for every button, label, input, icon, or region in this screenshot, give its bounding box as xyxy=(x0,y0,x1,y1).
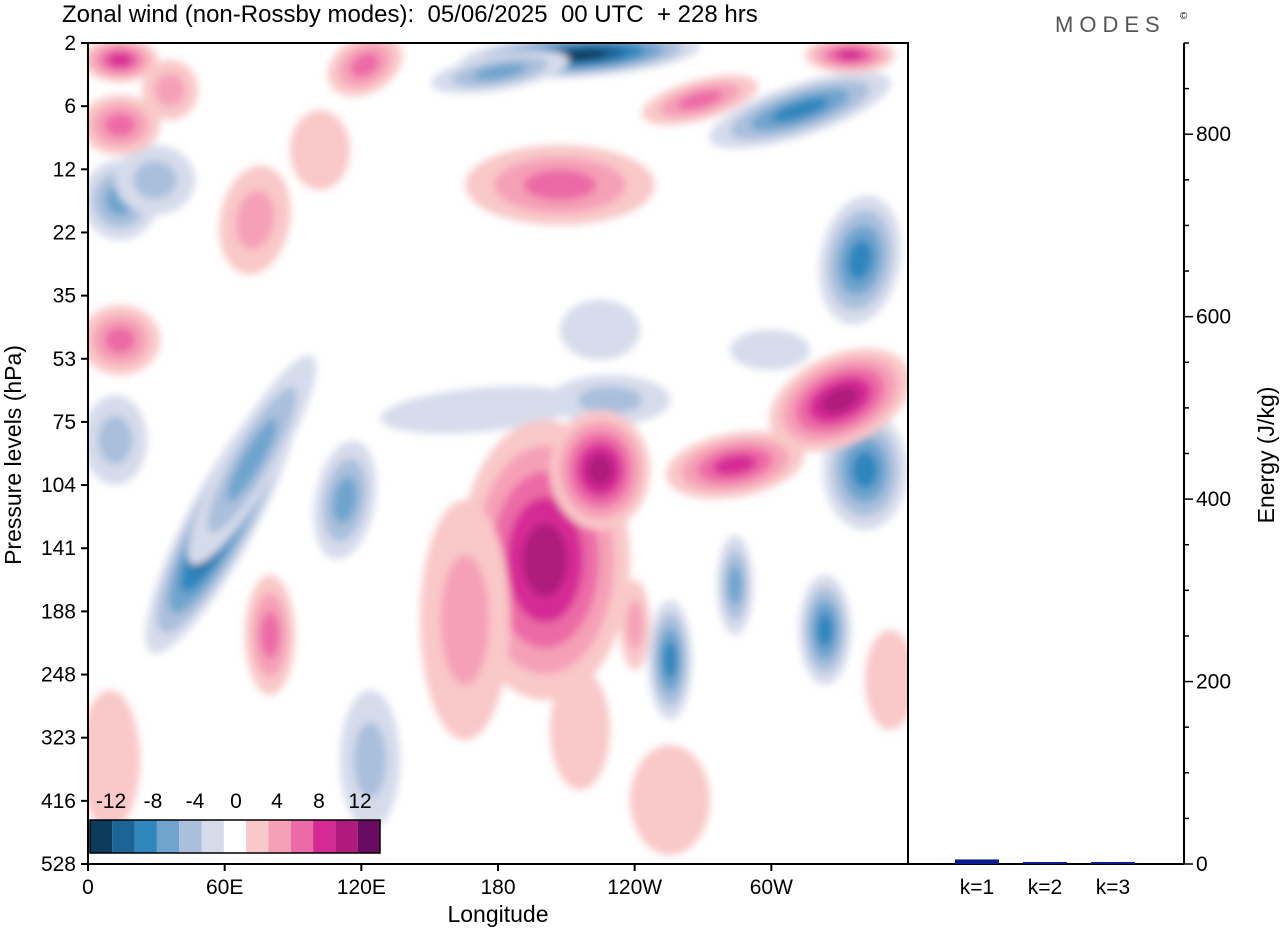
wind-field xyxy=(88,43,908,864)
x-tick-label: 120W xyxy=(607,876,662,899)
x-tick-label: 60W xyxy=(750,876,793,899)
y-tick-label: 75 xyxy=(53,411,76,434)
colorbar-swatch xyxy=(134,820,157,853)
y-tick-label: 22 xyxy=(53,221,76,244)
colorbar-swatch xyxy=(290,820,314,853)
energy-tick-label: 0 xyxy=(1196,853,1208,876)
colorbar-label: 12 xyxy=(348,790,371,813)
energy-category-label: k=2 xyxy=(1028,876,1062,899)
colorbar-swatch xyxy=(201,820,224,853)
colorbar-swatch xyxy=(268,820,291,853)
colorbar-legend: -12 -8 -4 0 4 8 12 xyxy=(89,790,381,854)
colorbar-swatch xyxy=(156,820,180,853)
energy-bar xyxy=(1023,862,1067,864)
x-tick-label: 0 xyxy=(82,876,94,899)
colorbar-frame xyxy=(89,819,381,854)
colorbar-swatch xyxy=(246,820,269,853)
x-tick-label: 180 xyxy=(480,876,515,899)
energy-tick-label: 800 xyxy=(1196,123,1231,146)
colorbar-label: -4 xyxy=(186,790,205,813)
longitude-axis: 0 60E 120E 180 120W 60W xyxy=(82,864,793,899)
y-tick-label: 53 xyxy=(53,348,76,371)
energy-category-label: k=1 xyxy=(960,876,994,899)
colorbar-swatch xyxy=(223,820,247,853)
y-tick-label: 248 xyxy=(41,664,76,687)
pressure-axis: 2 6 12 22 35 53 75 104 141 188 248 323 416 528 xyxy=(41,32,88,876)
colorbar-swatch xyxy=(90,820,113,853)
energy-axis-title: Energy (J/kg) xyxy=(1253,387,1279,524)
x-axis-title: Longitude xyxy=(447,901,548,927)
y-tick-label: 12 xyxy=(53,158,76,181)
y-tick-label: 416 xyxy=(41,790,76,813)
energy-bar xyxy=(1091,862,1135,864)
x-tick-label: 120E xyxy=(337,876,386,899)
y-tick-label: 6 xyxy=(64,95,76,118)
colorbar-label: 4 xyxy=(271,790,283,813)
energy-tick-label: 200 xyxy=(1196,671,1231,694)
energy-category-label: k=3 xyxy=(1096,876,1130,899)
y-axis-title: Pressure levels (hPa) xyxy=(0,345,26,565)
brand-mark: © xyxy=(1180,11,1188,22)
energy-panel: 0 200 400 600 800 k=1 k=2 k=3 xyxy=(908,42,1231,899)
colorbar-swatch xyxy=(313,820,336,853)
colorbar-swatch xyxy=(335,820,358,853)
y-tick-label: 323 xyxy=(41,727,76,750)
chart-title: Zonal wind (non-Rossby modes): 05/06/202… xyxy=(62,1,758,28)
colorbar-swatch xyxy=(357,820,380,853)
colorbar-swatch xyxy=(179,820,202,853)
y-tick-label: 104 xyxy=(41,474,76,497)
energy-tick-label: 600 xyxy=(1196,306,1231,329)
colorbar-label: 0 xyxy=(230,790,242,813)
colorbar-label: -12 xyxy=(96,790,126,813)
colorbar-swatch xyxy=(112,820,135,853)
colorbar-label: 8 xyxy=(313,790,325,813)
y-tick-label: 188 xyxy=(41,600,76,623)
energy-bar xyxy=(955,859,999,864)
energy-tick-label: 400 xyxy=(1196,488,1231,511)
y-tick-label: 141 xyxy=(41,537,76,560)
y-tick-label: 35 xyxy=(53,285,76,308)
y-tick-label: 2 xyxy=(64,32,76,55)
y-tick-label: 528 xyxy=(41,853,76,876)
brand-logo: MODES xyxy=(1055,12,1166,37)
colorbar-label: -8 xyxy=(144,790,163,813)
x-tick-label: 60E xyxy=(206,876,243,899)
